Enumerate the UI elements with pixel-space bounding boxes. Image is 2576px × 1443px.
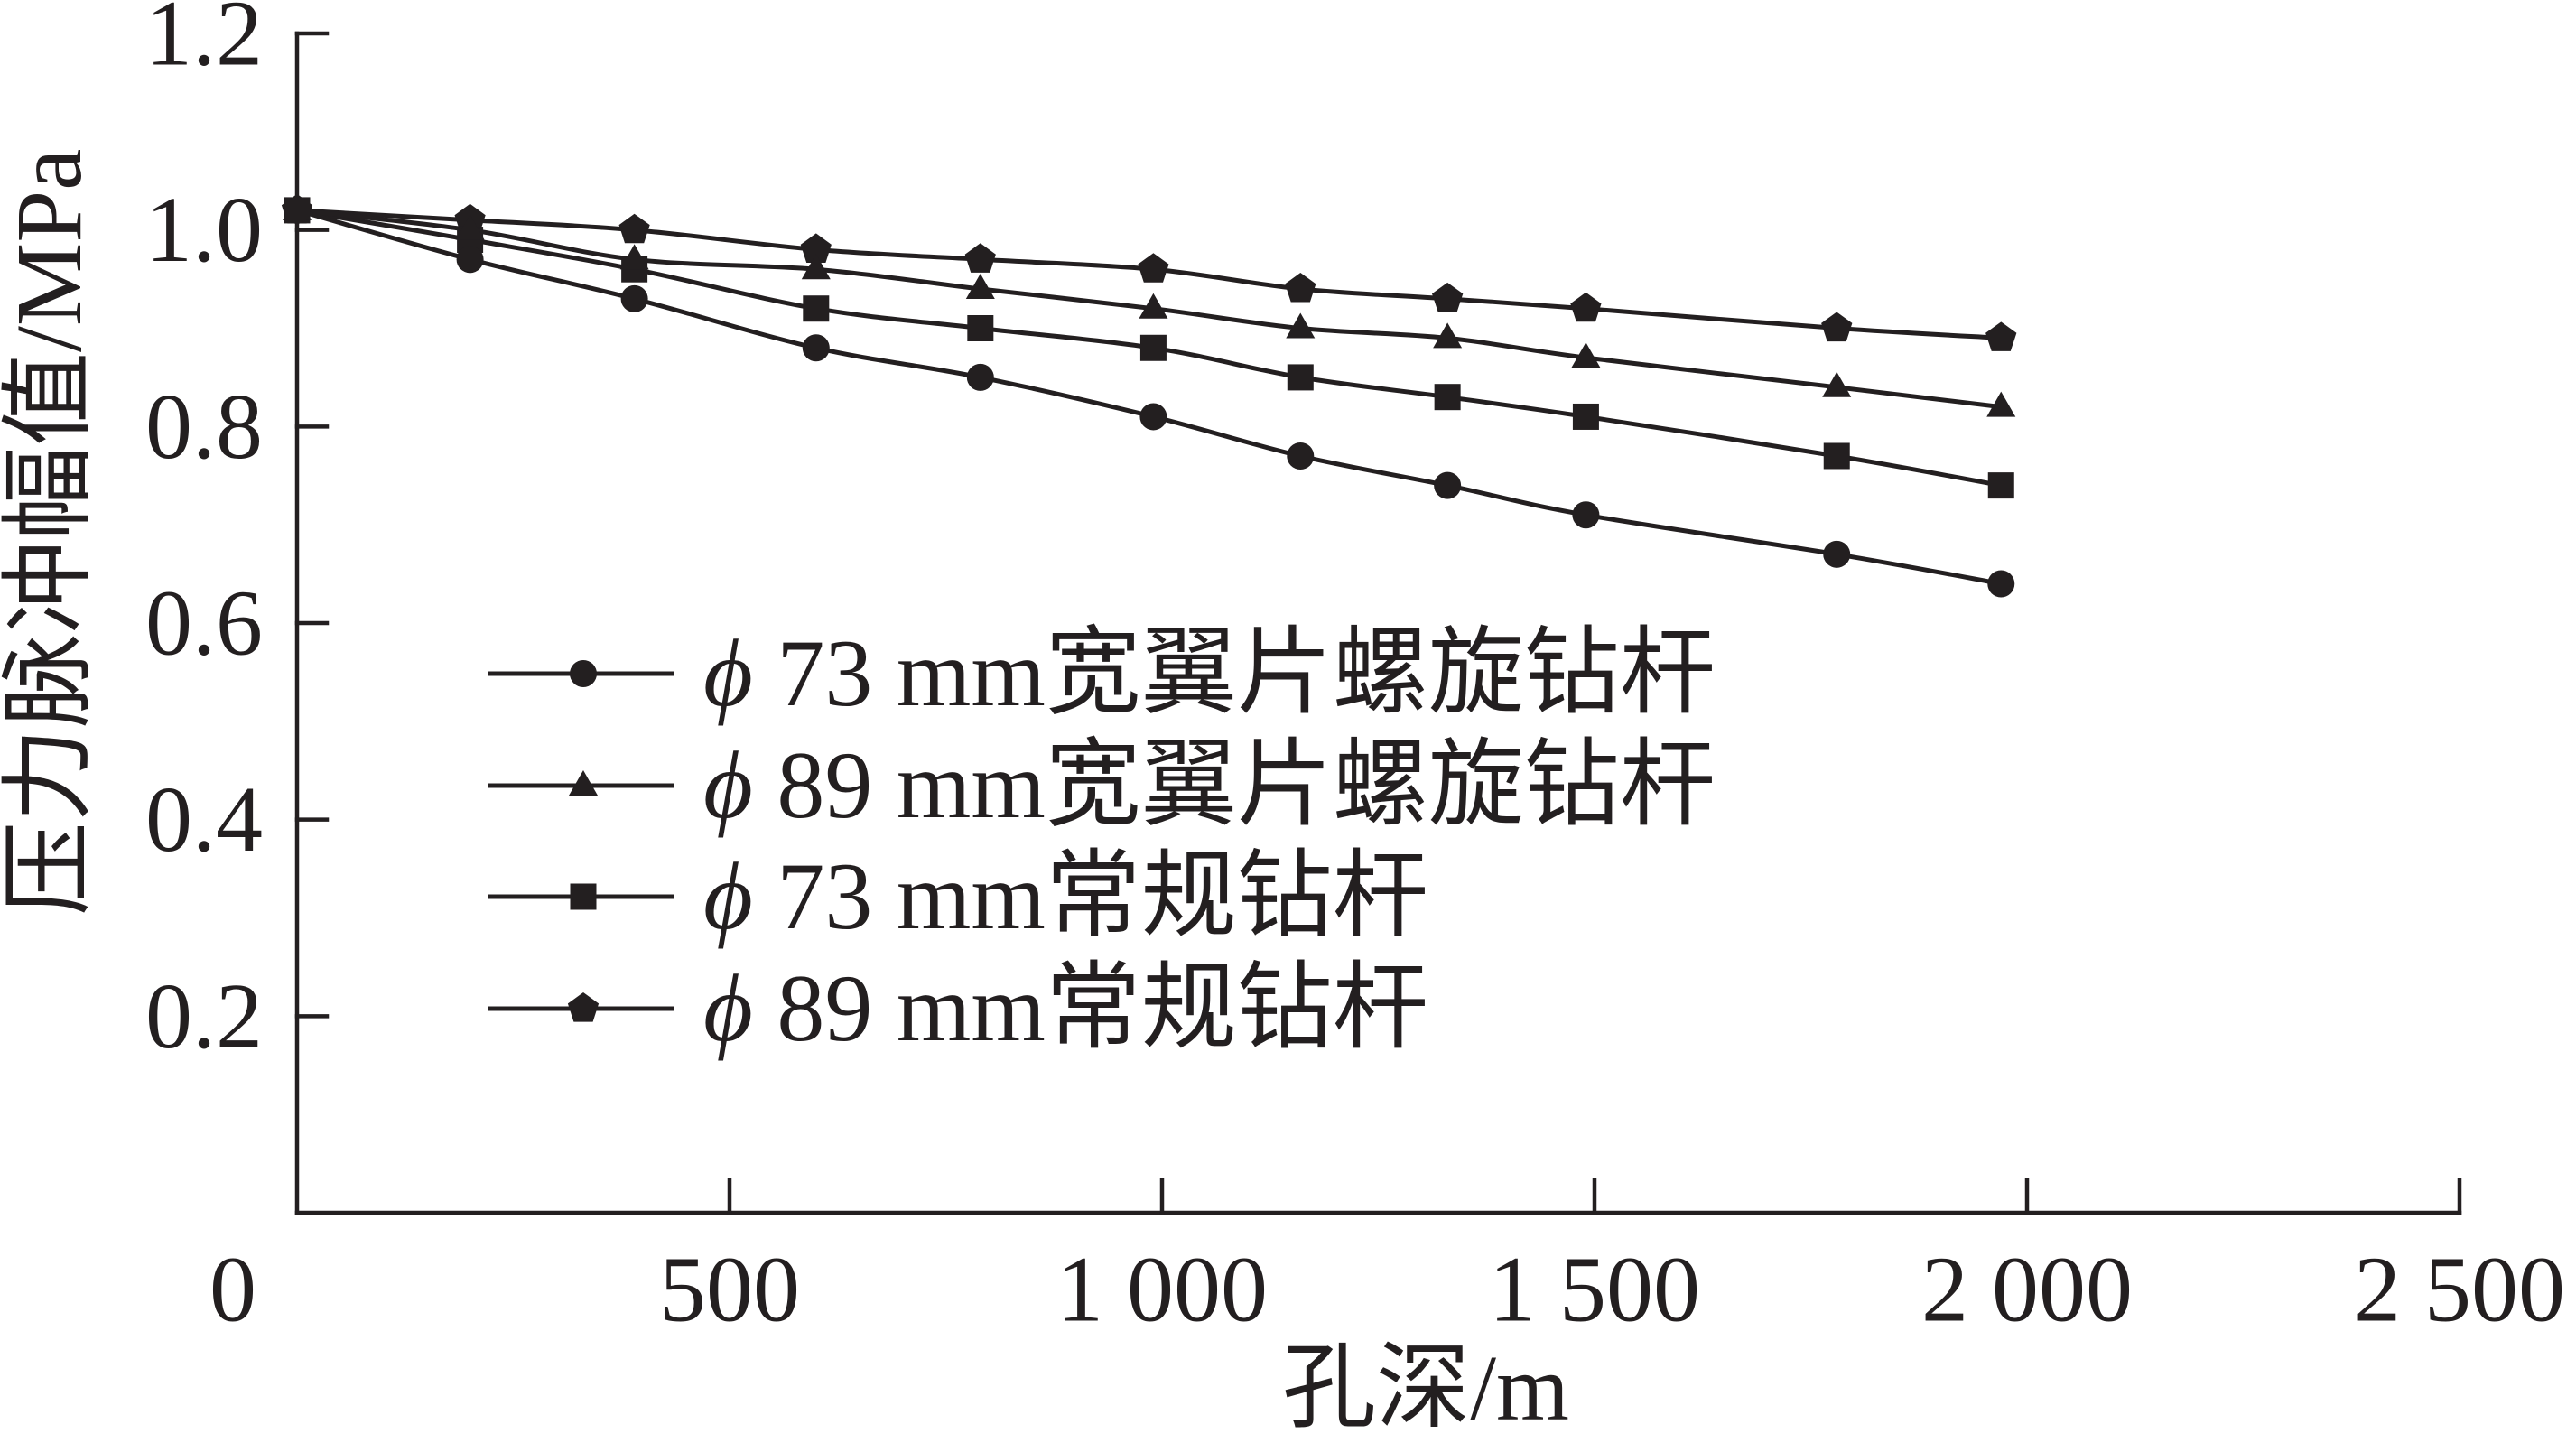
legend-marker <box>570 660 597 687</box>
series-4-point <box>1821 312 1853 342</box>
legend <box>488 660 674 1022</box>
series-2-point <box>1571 342 1601 368</box>
series-2-point <box>1139 293 1168 319</box>
series-3-point <box>1287 364 1314 391</box>
series-4-point <box>1985 321 2017 351</box>
series-3-point <box>1572 403 1599 430</box>
series-4-point <box>618 213 650 244</box>
y-tick-label: 1.0 <box>145 178 263 282</box>
series-4 <box>281 193 2017 351</box>
series-1-point <box>1434 471 1462 499</box>
x-tick-label: 500 <box>659 1238 800 1342</box>
y-axis-label: 压力脉冲幅值/MPa <box>0 148 101 916</box>
series-1-point <box>456 246 484 274</box>
y-tick-label: 0.6 <box>145 572 263 675</box>
series-1 <box>284 196 2015 598</box>
legend-item <box>488 770 674 796</box>
x-tick-label: 2 000 <box>1921 1238 2133 1342</box>
series-1-point <box>802 334 830 362</box>
series-3-point <box>967 315 994 341</box>
y-tick-label: 0.8 <box>145 375 263 479</box>
series-4-point <box>1570 292 1602 322</box>
y-tick-label: 0.4 <box>145 768 263 871</box>
series-2-point <box>1433 322 1463 349</box>
series-2-point <box>801 254 831 280</box>
series-4-point <box>1432 282 1464 312</box>
series-1-point <box>1572 501 1600 529</box>
legend-label: ϕ 73 mm常规钻杆 <box>703 843 1428 949</box>
series-1-point <box>1139 403 1167 431</box>
series-4-point <box>800 233 832 263</box>
series-1-point <box>1287 442 1315 470</box>
series-4-point <box>1285 273 1316 303</box>
legend-item <box>488 992 674 1022</box>
series-2-point <box>455 214 485 240</box>
series-1-point <box>284 196 311 224</box>
series-3-point <box>1823 442 1850 470</box>
series-2-point <box>1822 371 1852 397</box>
series-3-point <box>1987 472 2014 499</box>
y-tick-label: 1.2 <box>145 0 263 86</box>
series-2-point <box>1986 391 2016 417</box>
series-1-point <box>966 363 994 391</box>
legend-item <box>488 883 674 910</box>
series-4-point <box>964 243 996 273</box>
axes: 0.2 0.4 0.6 0.8 1.0 1.2 0 500 1 000 1 500 2 000 2 5… <box>145 0 2565 1342</box>
y-tick-label: 0.2 <box>145 964 263 1068</box>
legend-marker <box>570 883 597 910</box>
x-tick-label: 1 500 <box>1489 1238 1700 1342</box>
series-2 <box>283 194 2016 417</box>
series-1-point <box>1823 540 1851 568</box>
series-3-point <box>803 295 830 322</box>
legend-label: ϕ 89 mm宽翼片螺旋钻杆 <box>703 732 1716 838</box>
series-3-point <box>1434 384 1461 411</box>
series-4-point <box>1138 253 1169 283</box>
legend-item <box>488 660 674 687</box>
x-tick-label: 2 500 <box>2354 1238 2565 1342</box>
legend-label: ϕ 89 mm常规钻杆 <box>703 955 1428 1061</box>
series-1-point <box>1987 570 2015 598</box>
series-2-point <box>965 273 995 299</box>
series-1-point <box>620 284 648 312</box>
series-2-point <box>1286 312 1316 339</box>
series-3-point <box>1139 334 1167 361</box>
legend-marker <box>567 992 600 1022</box>
legend-label: ϕ 73 mm宽翼片螺旋钻杆 <box>703 620 1716 726</box>
origin-label: 0 <box>209 1238 256 1342</box>
series-layer <box>281 193 2017 598</box>
series-2-point <box>619 244 649 270</box>
x-axis-label: 孔深/m <box>1282 1336 1569 1440</box>
legend-marker <box>569 770 598 796</box>
x-tick-label: 1 000 <box>1056 1238 1268 1342</box>
